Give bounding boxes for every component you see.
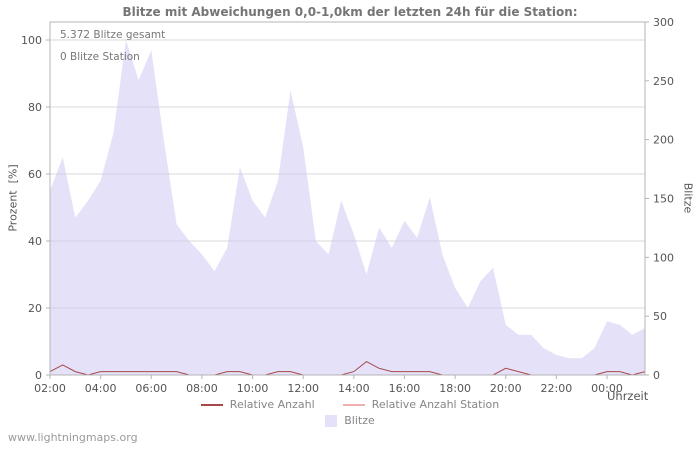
legend-swatch-blitze-area-icon	[325, 414, 338, 427]
svg-text:40: 40	[28, 235, 42, 248]
legend-item-relative: Relative Anzahl	[200, 398, 315, 411]
svg-text:100: 100	[653, 251, 674, 264]
svg-text:20:00: 20:00	[490, 382, 522, 395]
legend-row-lines: Relative Anzahl Relative Anzahl Station	[187, 398, 513, 411]
svg-text:16:00: 16:00	[389, 382, 421, 395]
svg-text:0: 0	[35, 369, 42, 382]
svg-text:10:00: 10:00	[237, 382, 269, 395]
svg-text:08:00: 08:00	[186, 382, 218, 395]
svg-text:60: 60	[28, 168, 42, 181]
svg-text:80: 80	[28, 101, 42, 114]
svg-text:50: 50	[653, 310, 667, 323]
chart-title: Blitze mit Abweichungen 0,0-1,0km der le…	[122, 5, 578, 19]
svg-text:04:00: 04:00	[85, 382, 117, 395]
svg-text:100: 100	[21, 34, 42, 47]
svg-text:18:00: 18:00	[439, 382, 471, 395]
y-axis-label-left: Prozent [%]	[6, 164, 20, 232]
annotation-station-blitze: 0 Blitze Station	[60, 51, 140, 63]
y-axis-label-right: Blitze	[681, 182, 695, 214]
svg-text:150: 150	[653, 193, 674, 206]
svg-text:00:00: 00:00	[591, 382, 623, 395]
legend-label-relative-station: Relative Anzahl Station	[371, 398, 500, 411]
watermark-link[interactable]: www.lightningmaps.org	[8, 431, 138, 444]
svg-text:300: 300	[653, 16, 674, 29]
legend-label-relative: Relative Anzahl	[229, 398, 315, 411]
legend: Relative Anzahl Relative Anzahl Station …	[0, 398, 700, 427]
x-axis-label: Uhrzeit	[607, 389, 649, 403]
svg-text:20: 20	[28, 302, 42, 315]
svg-text:200: 200	[653, 134, 674, 147]
legend-swatch-relative-line-icon	[200, 403, 223, 406]
annotation-total-blitze: 5.372 Blitze gesamt	[60, 29, 166, 41]
legend-item-relative-station: Relative Anzahl Station	[342, 398, 500, 411]
legend-label-blitze: Blitze	[344, 414, 375, 427]
svg-text:12:00: 12:00	[287, 382, 319, 395]
svg-text:14:00: 14:00	[338, 382, 370, 395]
legend-swatch-relative-station-line-icon	[342, 403, 365, 406]
svg-text:02:00: 02:00	[34, 382, 66, 395]
svg-text:0: 0	[653, 369, 660, 382]
legend-row-area: Blitze	[311, 414, 389, 427]
svg-text:250: 250	[653, 75, 674, 88]
svg-text:06:00: 06:00	[135, 382, 167, 395]
svg-text:22:00: 22:00	[541, 382, 573, 395]
legend-item-blitze: Blitze	[325, 414, 375, 427]
